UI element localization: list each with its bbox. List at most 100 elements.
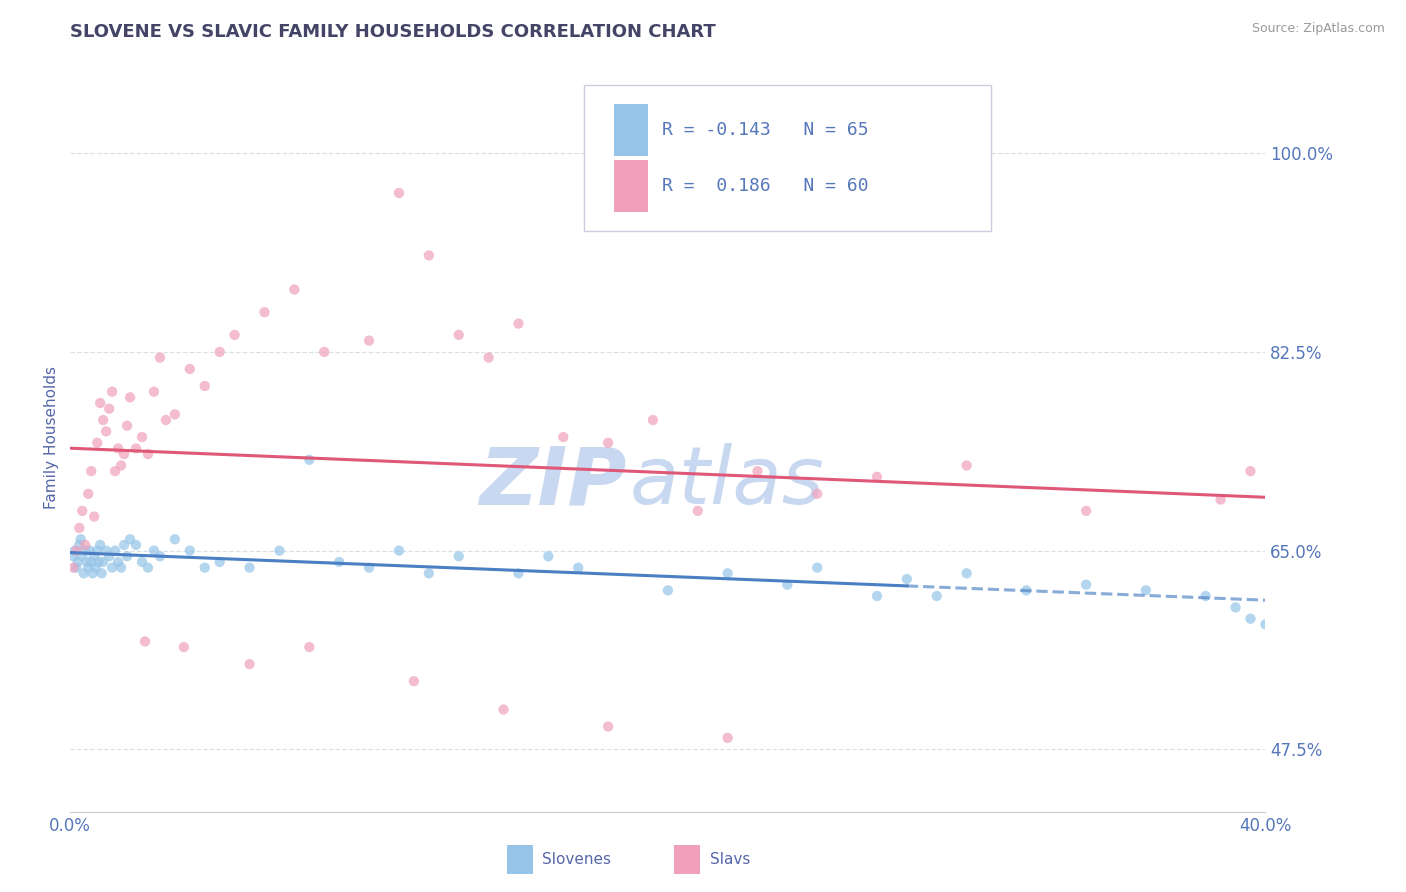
- Point: [131, 430, 153, 444]
- Point: [1015, 583, 1038, 598]
- Point: [80, 464, 103, 478]
- Point: [359, 560, 381, 574]
- Point: [1254, 617, 1277, 632]
- Point: [717, 566, 740, 581]
- Point: [112, 447, 135, 461]
- Point: [110, 458, 132, 473]
- Point: [1195, 589, 1218, 603]
- Point: [239, 560, 262, 574]
- Point: [508, 566, 530, 581]
- Point: [956, 458, 979, 473]
- Point: [89, 396, 111, 410]
- Point: [107, 442, 129, 456]
- Text: ZIP: ZIP: [478, 443, 626, 521]
- Point: [598, 720, 620, 734]
- Point: [478, 351, 501, 365]
- Point: [86, 435, 108, 450]
- Point: [83, 549, 105, 564]
- Point: [70, 549, 93, 564]
- Point: [73, 566, 96, 581]
- Point: [91, 555, 114, 569]
- Point: [418, 566, 440, 581]
- Point: [90, 566, 112, 581]
- Point: [253, 305, 276, 319]
- Point: [131, 555, 153, 569]
- Point: [806, 560, 828, 574]
- Bar: [614, 103, 648, 156]
- Point: [1239, 612, 1261, 626]
- Point: [70, 504, 93, 518]
- Bar: [673, 846, 700, 874]
- Point: [194, 379, 217, 393]
- Text: atlas: atlas: [630, 443, 824, 521]
- Bar: [506, 846, 533, 874]
- Point: [149, 351, 172, 365]
- Point: [163, 533, 186, 547]
- Text: Source: ZipAtlas.com: Source: ZipAtlas.com: [1251, 22, 1385, 36]
- Point: [63, 543, 86, 558]
- Point: [67, 538, 90, 552]
- Point: [96, 543, 117, 558]
- Point: [65, 560, 87, 574]
- Point: [1076, 504, 1098, 518]
- Point: [62, 560, 84, 574]
- Point: [101, 560, 124, 574]
- Point: [163, 408, 186, 422]
- Point: [388, 186, 411, 200]
- Point: [447, 549, 470, 564]
- Point: [83, 509, 105, 524]
- Text: R =  0.186   N = 60: R = 0.186 N = 60: [662, 178, 869, 195]
- Point: [717, 731, 740, 745]
- Point: [75, 543, 97, 558]
- Point: [89, 538, 111, 552]
- Point: [747, 464, 769, 478]
- Text: SLOVENE VS SLAVIC FAMILY HOUSEHOLDS CORRELATION CHART: SLOVENE VS SLAVIC FAMILY HOUSEHOLDS CORR…: [70, 23, 716, 41]
- Point: [298, 640, 321, 654]
- Point: [98, 549, 121, 564]
- Point: [134, 634, 156, 648]
- Point: [224, 327, 246, 342]
- Point: [104, 543, 127, 558]
- Point: [269, 543, 291, 558]
- Bar: [614, 160, 648, 212]
- Point: [956, 566, 979, 581]
- Text: R = -0.143   N = 65: R = -0.143 N = 65: [662, 121, 869, 139]
- Text: Slovenes: Slovenes: [543, 852, 612, 867]
- Point: [143, 384, 166, 399]
- Point: [66, 555, 89, 569]
- Point: [896, 572, 918, 586]
- Point: [69, 533, 91, 547]
- Point: [1076, 577, 1098, 591]
- Point: [388, 543, 411, 558]
- Point: [155, 413, 177, 427]
- Point: [657, 583, 679, 598]
- Point: [120, 533, 141, 547]
- Point: [537, 549, 560, 564]
- Point: [62, 549, 84, 564]
- Point: [179, 362, 201, 376]
- Point: [359, 334, 381, 348]
- Point: [110, 560, 132, 574]
- Point: [492, 702, 515, 716]
- FancyBboxPatch shape: [585, 85, 990, 231]
- Point: [87, 555, 110, 569]
- Point: [866, 470, 889, 484]
- Point: [75, 538, 97, 552]
- Point: [239, 657, 262, 672]
- Point: [328, 555, 350, 569]
- Point: [1135, 583, 1157, 598]
- Point: [598, 435, 620, 450]
- Point: [508, 317, 530, 331]
- Point: [120, 390, 141, 404]
- Point: [208, 345, 231, 359]
- Point: [80, 555, 103, 569]
- Point: [125, 538, 148, 552]
- Point: [1239, 464, 1261, 478]
- Point: [125, 442, 148, 456]
- Point: [447, 327, 470, 342]
- Point: [283, 283, 305, 297]
- Point: [77, 487, 100, 501]
- Point: [115, 418, 138, 433]
- Y-axis label: Family Households: Family Households: [44, 366, 59, 508]
- Point: [402, 674, 425, 689]
